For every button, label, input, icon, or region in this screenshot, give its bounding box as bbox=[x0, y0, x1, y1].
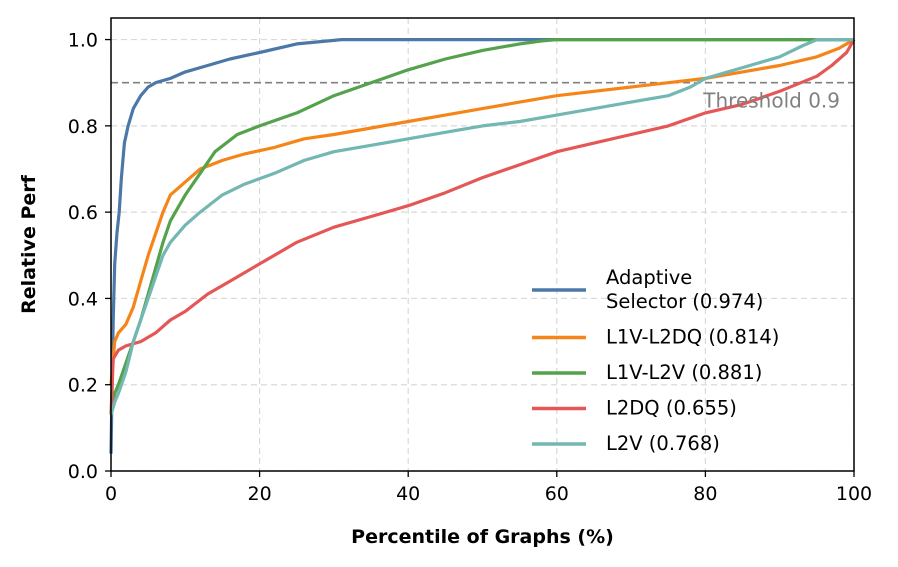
x-tick-label: 80 bbox=[693, 483, 717, 505]
series-layer bbox=[109, 38, 856, 454]
series-line-0 bbox=[109, 38, 854, 454]
y-tick-label: 0.0 bbox=[68, 461, 98, 483]
y-axis-title: Relative Perf bbox=[18, 174, 40, 314]
legend-label-1: L1V-L2DQ (0.814) bbox=[606, 326, 779, 349]
x-tick-label: 20 bbox=[248, 483, 272, 505]
series-line-1 bbox=[109, 38, 855, 385]
plot-frame bbox=[110, 17, 855, 472]
x-axis-title: Percentile of Graphs (%) bbox=[351, 526, 614, 548]
x-tick-label: 100 bbox=[836, 483, 872, 505]
series-line-3 bbox=[109, 38, 856, 415]
legend-label-2: L1V-L2V (0.881) bbox=[606, 361, 762, 384]
y-tick-label: 0.8 bbox=[68, 116, 98, 138]
x-tick-label: 60 bbox=[545, 483, 569, 505]
legend-label-0: Selector (0.974) bbox=[606, 290, 763, 313]
legend-label-0: Adaptive bbox=[606, 266, 692, 289]
y-tick-label: 0.4 bbox=[68, 288, 98, 310]
x-tick-label: 40 bbox=[396, 483, 420, 505]
y-tick-label: 0.6 bbox=[68, 202, 98, 224]
ticks-layer: 0 20 40 60 80 100 0.0 0.2 0.4 0.6 0.8 1.0 bbox=[68, 30, 872, 505]
legend-label-3: L2DQ (0.655) bbox=[606, 397, 737, 420]
y-tick-label: 1.0 bbox=[68, 30, 98, 52]
grid-layer bbox=[110, 18, 855, 472]
threshold-label: Threshold 0.9 bbox=[702, 89, 840, 113]
y-tick-label: 0.2 bbox=[68, 375, 98, 397]
x-tick-label: 0 bbox=[105, 483, 117, 505]
legend-label-4: L2V (0.768) bbox=[606, 432, 720, 455]
series-line-4 bbox=[109, 38, 854, 416]
